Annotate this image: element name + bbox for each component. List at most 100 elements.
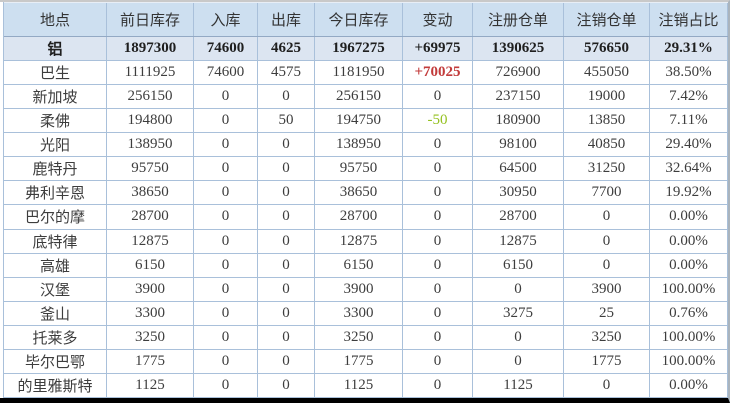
table-row: 托莱多 3250 0 0 3250 0 0 3250 100.00% [4, 325, 728, 350]
location-cell: 鹿特丹 [4, 157, 107, 181]
value-cell: 0 [194, 349, 258, 373]
value-cell: 1775 [564, 349, 650, 373]
table-row: 柔佛 194800 0 50 194750 -50 180900 13850 7.11% [4, 109, 728, 134]
column-header-outbound: 出库 [258, 3, 315, 36]
location-cell: 巴生 [4, 61, 107, 85]
value-cell: 0 [403, 85, 473, 109]
value-cell: 4625 [258, 37, 315, 61]
value-cell: 1775 [107, 349, 194, 373]
value-cell: 0 [194, 109, 258, 133]
value-cell: 7700 [564, 181, 650, 205]
value-cell: 0.00% [650, 205, 728, 229]
value-cell: 29.31% [650, 37, 728, 61]
location-cell: 光阳 [4, 133, 107, 157]
value-cell: 38650 [315, 181, 403, 205]
value-cell: 95750 [107, 157, 194, 181]
table-row: 弗利辛恩 38650 0 0 38650 0 30950 7700 19.92% [4, 181, 728, 206]
value-cell: 1125 [107, 373, 194, 397]
location-cell: 高雄 [4, 253, 107, 277]
table-row: 新加坡 256150 0 0 256150 0 237150 19000 7.42% [4, 85, 728, 110]
table-row-summary: 铝 1897300 74600 4625 1967275 +69975 1390625 576… [4, 37, 728, 62]
value-cell: 3300 [315, 301, 403, 325]
value-cell: 0 [403, 253, 473, 277]
value-cell: 1111925 [107, 61, 194, 85]
value-cell: 0 [403, 373, 473, 397]
value-cell: 0 [258, 325, 315, 349]
value-cell: 1967275 [315, 37, 403, 61]
value-cell: 0 [258, 301, 315, 325]
value-cell: +69975 [403, 37, 473, 61]
table-body: 铝 1897300 74600 4625 1967275 +69975 1390625 576… [4, 37, 728, 398]
value-cell: 30950 [473, 181, 564, 205]
value-cell: 3250 [564, 325, 650, 349]
value-cell: 6150 [473, 253, 564, 277]
table-row: 毕尔巴鄂 1775 0 0 1775 0 0 1775 100.00% [4, 349, 728, 374]
value-cell: 50 [258, 109, 315, 133]
table-header-row: 地点 前日库存 入库 出库 今日库存 变动 注册仓单 注销仓单 注销占比 [4, 2, 728, 37]
value-cell: 0 [258, 205, 315, 229]
value-cell: 0 [564, 373, 650, 397]
table-row: 巴生 1111925 74600 4575 1181950 +70025 726900 455… [4, 61, 728, 86]
value-cell: 1125 [473, 373, 564, 397]
value-cell: 0 [258, 85, 315, 109]
value-cell: 28700 [107, 205, 194, 229]
table-row: 光阳 138950 0 0 138950 0 98100 40850 29.40% [4, 133, 728, 158]
location-cell: 巴尔的摩 [4, 205, 107, 229]
value-cell: 100.00% [650, 349, 728, 373]
value-cell: 0 [194, 205, 258, 229]
inventory-table: 地点 前日库存 入库 出库 今日库存 变动 注册仓单 注销仓单 注销占比 铝 18… [3, 2, 728, 398]
location-cell: 新加坡 [4, 85, 107, 109]
location-cell: 毕尔巴鄂 [4, 349, 107, 373]
value-cell: 0 [258, 181, 315, 205]
value-cell: 0 [258, 373, 315, 397]
location-cell: 铝 [4, 37, 107, 61]
value-cell: 0 [194, 157, 258, 181]
value-cell: 31250 [564, 157, 650, 181]
value-cell: 7.42% [650, 85, 728, 109]
value-cell: 0 [194, 229, 258, 253]
value-cell: 1390625 [473, 37, 564, 61]
value-cell: 100.00% [650, 277, 728, 301]
value-cell: 38650 [107, 181, 194, 205]
value-cell: 0 [258, 157, 315, 181]
value-cell: 3300 [107, 301, 194, 325]
value-cell: 3900 [564, 277, 650, 301]
value-cell: 19000 [564, 85, 650, 109]
table-row: 汉堡 3900 0 0 3900 0 0 3900 100.00% [4, 277, 728, 302]
value-cell: 1897300 [107, 37, 194, 61]
value-cell: 0 [258, 349, 315, 373]
value-cell: 0 [258, 133, 315, 157]
value-cell: 0.76% [650, 301, 728, 325]
value-cell: 0.00% [650, 253, 728, 277]
value-cell: 0 [473, 277, 564, 301]
location-cell: 托莱多 [4, 325, 107, 349]
value-cell: 0 [258, 253, 315, 277]
column-header-registered-warrants: 注册仓单 [473, 3, 564, 36]
value-cell: 0.00% [650, 373, 728, 397]
value-cell: 0 [564, 205, 650, 229]
table-row: 底特律 12875 0 0 12875 0 12875 0 0.00% [4, 229, 728, 254]
value-cell: 0 [403, 349, 473, 373]
value-cell: 0 [403, 205, 473, 229]
value-cell: 0 [564, 229, 650, 253]
value-cell: 28700 [315, 205, 403, 229]
location-cell: 的里雅斯特 [4, 373, 107, 397]
value-cell: 100.00% [650, 325, 728, 349]
value-cell: 29.40% [650, 133, 728, 157]
value-cell: 25 [564, 301, 650, 325]
location-cell: 底特律 [4, 229, 107, 253]
column-header-prev-day-stock: 前日库存 [107, 3, 194, 36]
value-cell: 726900 [473, 61, 564, 85]
value-cell: 12875 [107, 229, 194, 253]
value-cell: 576650 [564, 37, 650, 61]
value-cell: 455050 [564, 61, 650, 85]
value-cell: 98100 [473, 133, 564, 157]
column-header-today-stock: 今日库存 [315, 3, 403, 36]
value-cell: 0 [403, 301, 473, 325]
value-cell: 0 [403, 157, 473, 181]
value-cell: 0 [258, 277, 315, 301]
column-header-cancelled-warrants: 注销仓单 [564, 3, 650, 36]
value-cell: 0 [564, 253, 650, 277]
value-cell: 3275 [473, 301, 564, 325]
